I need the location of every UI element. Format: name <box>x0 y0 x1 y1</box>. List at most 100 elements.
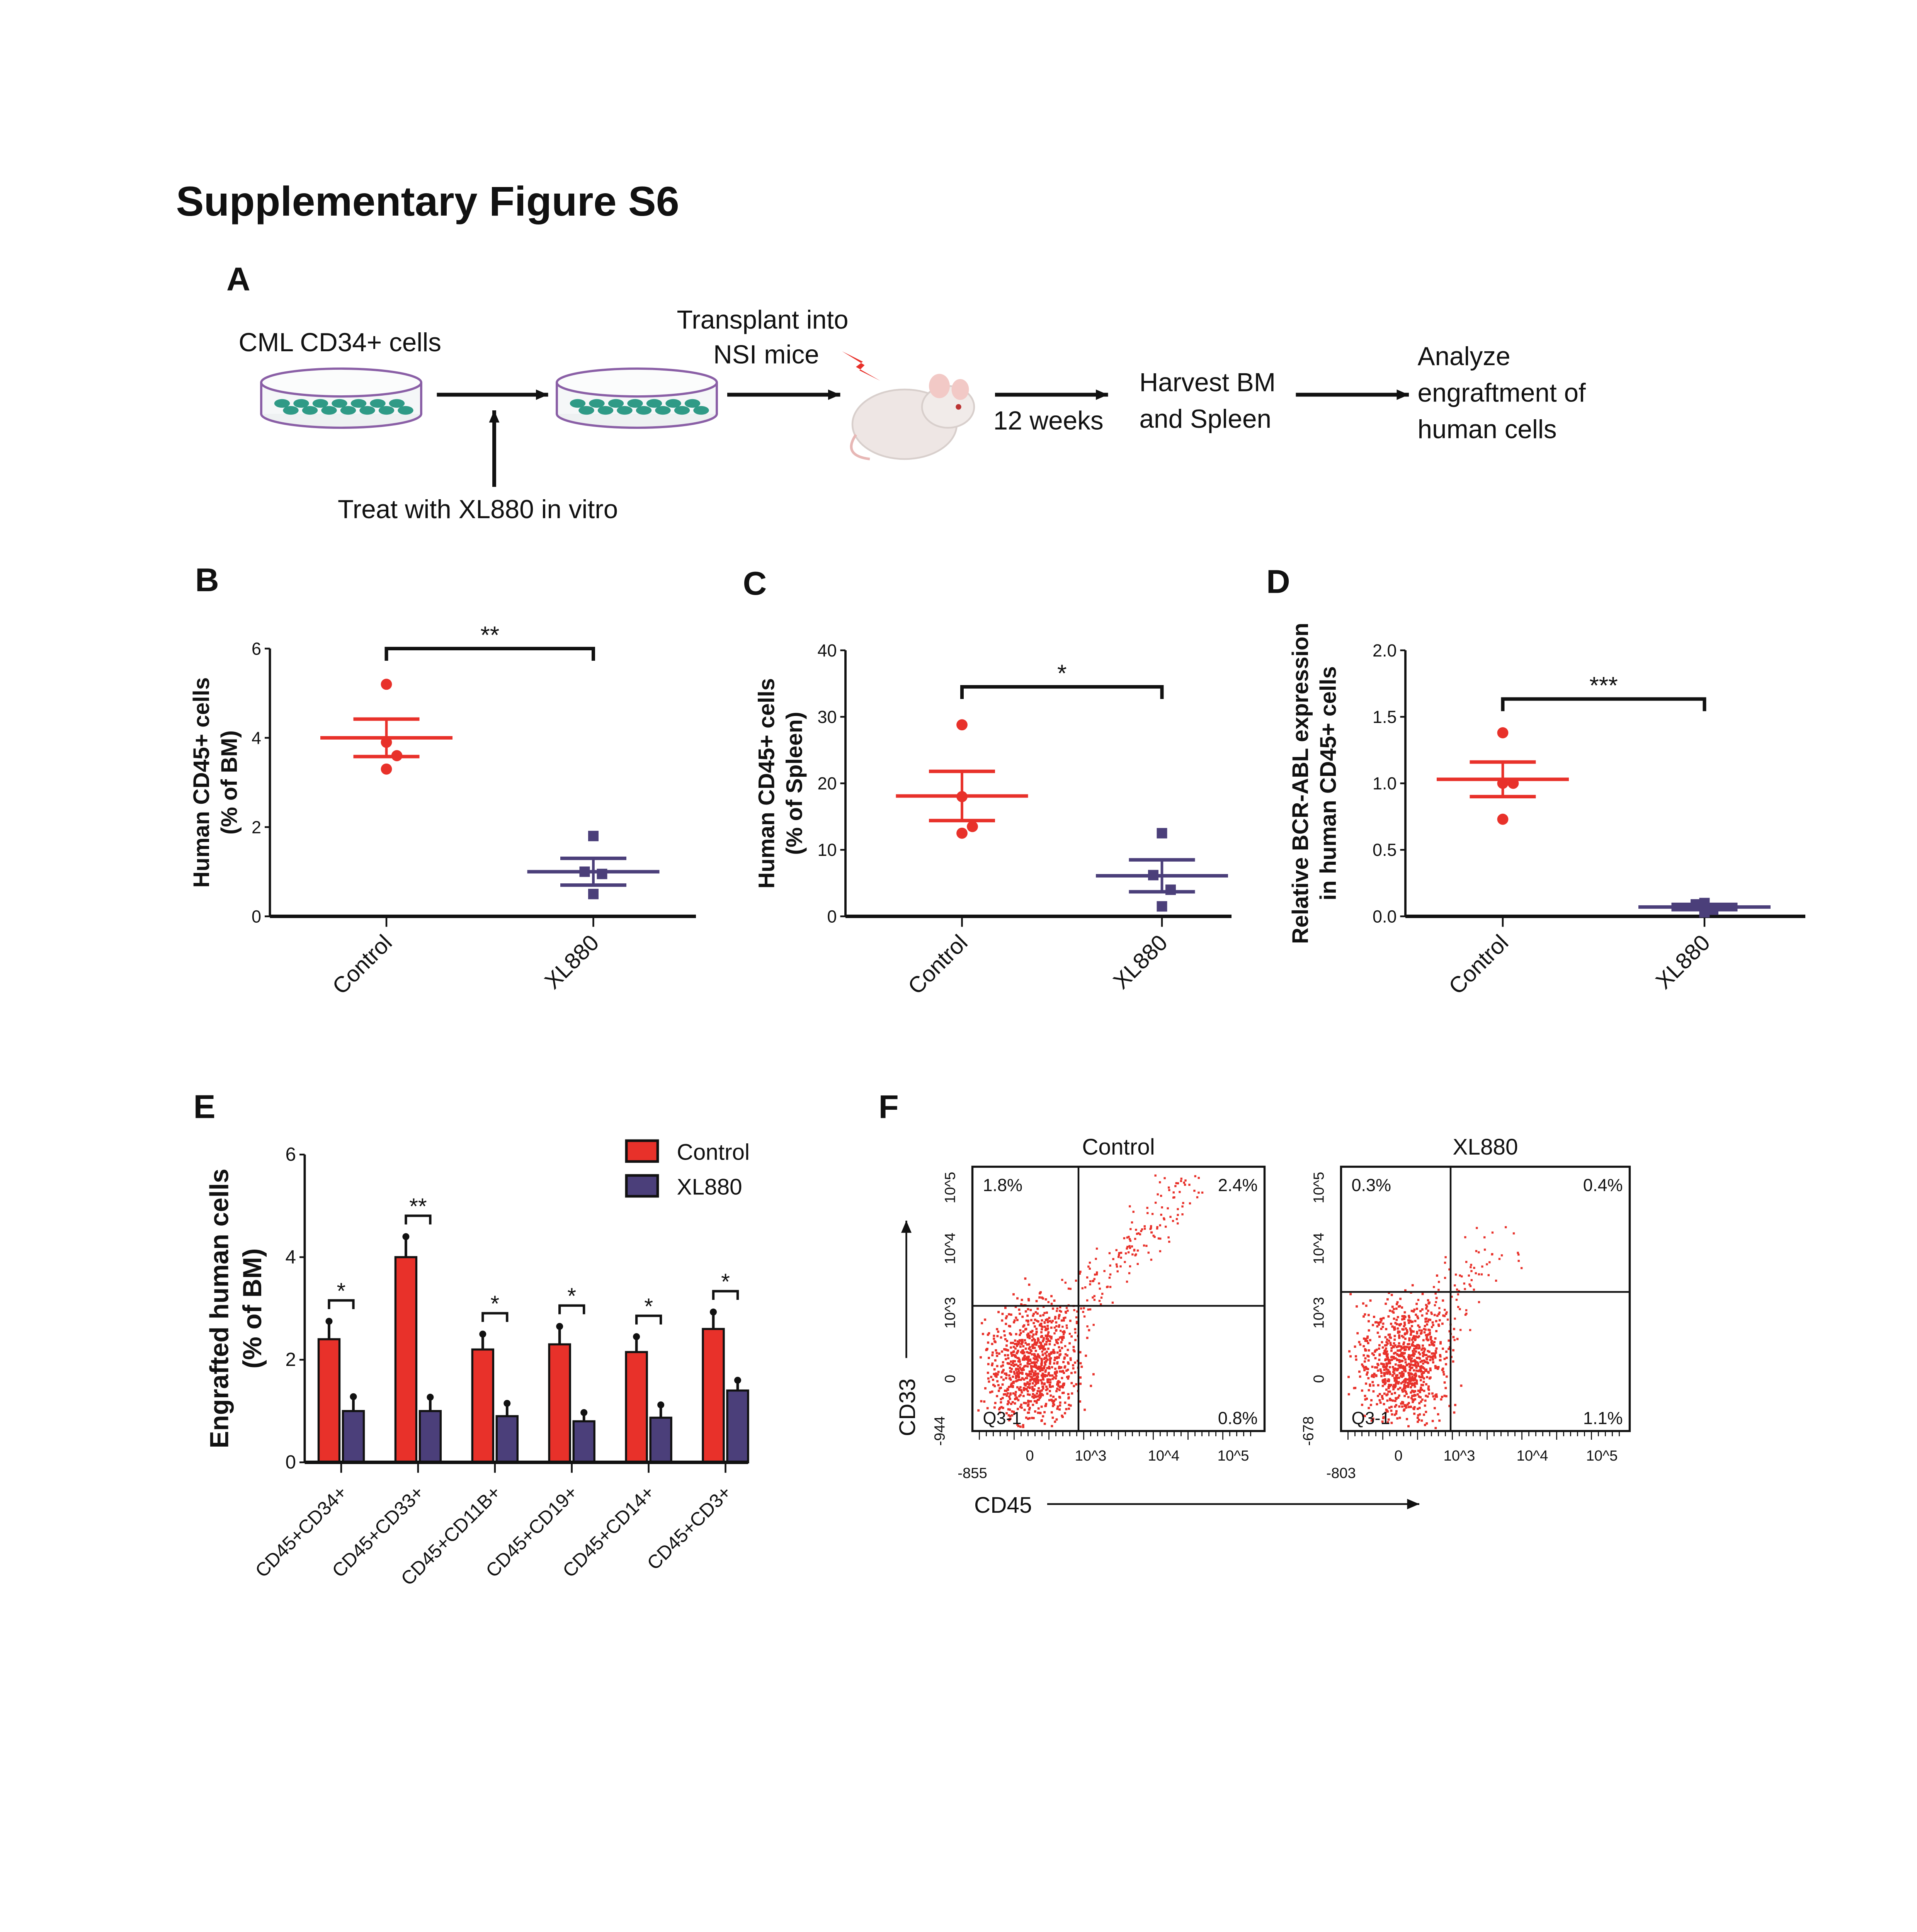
event-dot <box>1062 1384 1065 1386</box>
cell-icon <box>636 406 652 415</box>
event-dot <box>1380 1328 1383 1330</box>
event-dot <box>1009 1367 1011 1369</box>
event-dot <box>1049 1386 1052 1388</box>
event-dot <box>1422 1352 1424 1354</box>
event-dot <box>1044 1298 1047 1301</box>
event-dot <box>1390 1405 1393 1408</box>
event-dot <box>1014 1343 1016 1345</box>
event-dot <box>1056 1362 1058 1365</box>
event-dot <box>1089 1267 1091 1270</box>
event-dot <box>988 1380 990 1383</box>
event-dot <box>1422 1339 1425 1342</box>
event-dot <box>1364 1357 1367 1360</box>
event-dot <box>1397 1349 1399 1352</box>
x-tick-label: Control <box>328 930 397 999</box>
event-dot <box>1006 1349 1008 1351</box>
event-dot <box>1012 1365 1015 1367</box>
event-dot <box>1103 1270 1106 1272</box>
event-dot <box>1441 1322 1444 1325</box>
event-dot <box>1020 1403 1022 1406</box>
error-cap <box>657 1401 665 1408</box>
event-dot <box>1415 1379 1418 1382</box>
event-dot <box>1036 1390 1039 1392</box>
event-dot <box>1355 1355 1357 1358</box>
event-dot <box>1129 1247 1131 1249</box>
event-dot <box>1412 1352 1415 1354</box>
event-dot <box>1362 1302 1364 1305</box>
event-dot <box>1030 1373 1032 1375</box>
event-dot <box>1116 1265 1118 1268</box>
event-dot <box>1398 1405 1401 1408</box>
event-dot <box>1416 1361 1419 1364</box>
event-dot <box>1005 1412 1008 1415</box>
event-dot <box>996 1335 999 1337</box>
event-dot <box>1406 1364 1408 1366</box>
event-dot <box>1379 1321 1382 1324</box>
event-dot <box>1143 1244 1145 1247</box>
event-dot <box>1072 1367 1075 1370</box>
y-axis-label: CD33 <box>895 1378 920 1436</box>
legend-label: Control <box>677 1140 750 1165</box>
event-dot <box>1184 1179 1187 1182</box>
event-dot <box>1017 1370 1020 1372</box>
event-dot <box>997 1384 1000 1386</box>
event-dot <box>1027 1386 1029 1388</box>
event-dot <box>1375 1321 1378 1323</box>
event-dot <box>1060 1341 1063 1344</box>
event-dot <box>1369 1404 1372 1406</box>
event-dot <box>1092 1296 1094 1299</box>
event-dot <box>1411 1320 1414 1323</box>
event-dot <box>1075 1322 1078 1324</box>
event-dot <box>1470 1264 1472 1266</box>
event-dot <box>1384 1344 1386 1347</box>
event-dot <box>984 1318 987 1321</box>
event-dot <box>1442 1373 1445 1376</box>
event-dot <box>1365 1367 1368 1369</box>
event-dot <box>1393 1379 1396 1382</box>
event-dot <box>1384 1379 1386 1382</box>
event-dot <box>1371 1374 1374 1376</box>
event-dot <box>1027 1299 1030 1302</box>
event-dot <box>1126 1246 1129 1248</box>
event-dot <box>1429 1333 1431 1335</box>
event-dot <box>1111 1301 1114 1304</box>
event-dot <box>1184 1184 1186 1186</box>
event-dot <box>1012 1345 1015 1348</box>
event-dot <box>1043 1321 1046 1323</box>
event-dot <box>1034 1364 1036 1367</box>
event-dot <box>1425 1317 1428 1320</box>
y-tick-label: 10 <box>817 840 837 860</box>
event-dot <box>1058 1315 1060 1318</box>
event-dot <box>1002 1361 1004 1364</box>
event-dot <box>1398 1334 1400 1337</box>
event-dot <box>1008 1374 1010 1377</box>
event-dot <box>1406 1346 1409 1349</box>
event-dot <box>1380 1319 1383 1321</box>
panel-label-c: C <box>743 565 767 602</box>
event-dot <box>1070 1372 1073 1374</box>
event-dot <box>1029 1387 1031 1389</box>
event-dot <box>1123 1237 1126 1240</box>
event-dot <box>1414 1338 1417 1340</box>
event-dot <box>1000 1336 1002 1339</box>
y-axis-label-2: in human CD45+ cells <box>1316 666 1341 900</box>
event-dot <box>1032 1374 1035 1377</box>
event-dot <box>1347 1376 1350 1378</box>
event-dot <box>1395 1323 1398 1325</box>
x-tick-label: 10^4 <box>1148 1447 1180 1464</box>
event-dot <box>1414 1398 1417 1401</box>
event-dot <box>1074 1371 1077 1374</box>
event-dot <box>1415 1303 1418 1305</box>
event-dot <box>1468 1283 1471 1286</box>
event-dot <box>1362 1315 1365 1318</box>
event-dot <box>1002 1378 1005 1381</box>
event-dot <box>1419 1379 1422 1381</box>
event-dot <box>1046 1358 1049 1361</box>
event-dot <box>1402 1374 1405 1377</box>
event-dot <box>991 1354 994 1357</box>
event-dot <box>1023 1355 1026 1358</box>
event-dot <box>1356 1332 1359 1335</box>
event-dot <box>1385 1368 1388 1371</box>
event-dot <box>1419 1396 1422 1398</box>
